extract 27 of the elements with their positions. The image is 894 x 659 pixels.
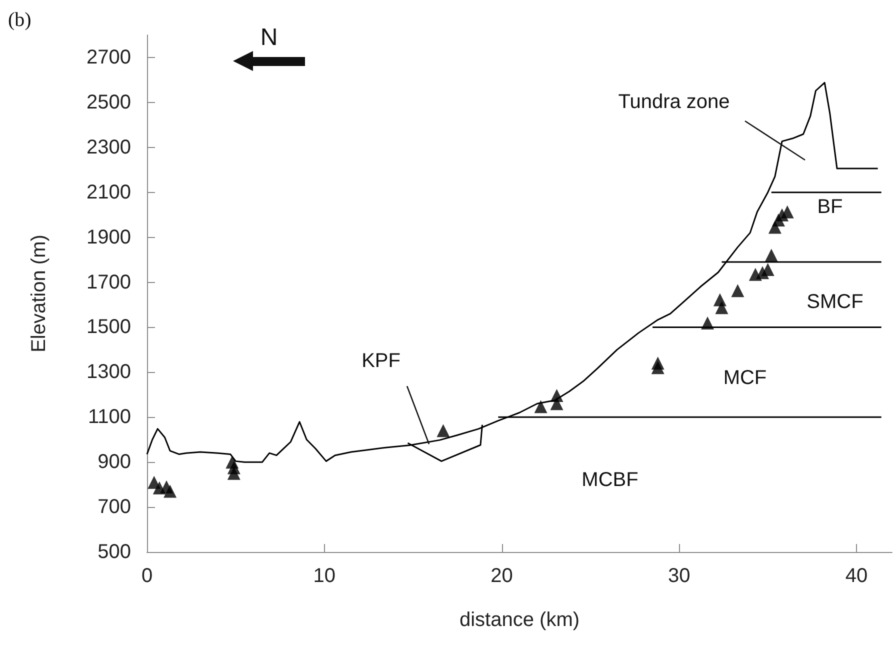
y-tick-label: 1100	[88, 406, 131, 428]
annotation: KPF	[362, 350, 400, 372]
y-tick-label: 2700	[86, 46, 131, 68]
y-tick-label: 2500	[86, 91, 131, 114]
x-tick-label: 40	[845, 565, 868, 587]
annotation: MCBF	[582, 469, 638, 491]
annotation: SMCF	[806, 291, 864, 313]
y-tick-label: 1300	[86, 361, 131, 384]
x-tick-label: 0	[141, 565, 153, 587]
y-tick-label: 500	[98, 541, 131, 563]
y-tick-label: 900	[98, 451, 131, 474]
y-axis-title: Elevation (m)	[28, 234, 50, 352]
y-tick-label: 1500	[86, 316, 131, 338]
y-tick-label: 2300	[86, 136, 131, 158]
x-tick-label: 10	[313, 565, 336, 587]
annotation: BF	[817, 196, 843, 218]
y-tick-label: 1900	[86, 226, 131, 248]
x-tick-label: 20	[490, 565, 513, 587]
y-tick-label: 1700	[86, 271, 131, 294]
annotation: N	[260, 24, 278, 51]
annotation: Tundra zone	[618, 91, 730, 113]
y-tick-label: 2100	[86, 181, 131, 204]
y-tick-label: 700	[98, 496, 131, 518]
annotation: MCF	[723, 367, 767, 389]
x-tick-label: 30	[668, 565, 690, 587]
x-axis-title: distance (km)	[459, 609, 580, 631]
text: (b)	[8, 9, 32, 31]
